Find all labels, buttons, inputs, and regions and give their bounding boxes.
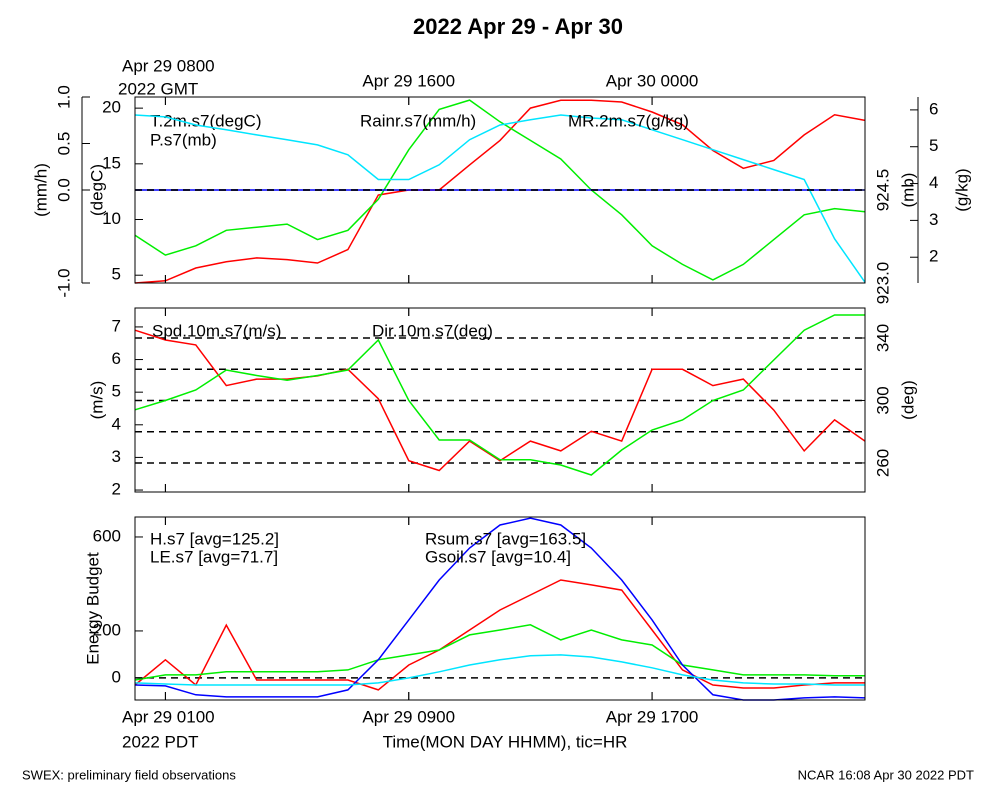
legend-label: Spd.10m.s7(m/s) bbox=[152, 321, 281, 340]
plot-frame bbox=[134, 516, 866, 701]
legend-label: MR.2m.s7(g/kg) bbox=[568, 111, 689, 130]
x-tick-label: Apr 29 0100 bbox=[122, 707, 215, 726]
x-tick-label: Apr 29 1600 bbox=[362, 71, 455, 90]
x-axis-note: 2022 PDT bbox=[122, 732, 199, 751]
y-tick-label: 923.0 bbox=[873, 262, 892, 305]
y-tick-label: 6 bbox=[112, 349, 121, 368]
y-tick-label: 10 bbox=[102, 209, 121, 228]
series-line bbox=[134, 99, 866, 284]
y-tick-label: 5 bbox=[112, 265, 121, 284]
x-tick-label: Apr 29 1700 bbox=[606, 707, 699, 726]
y-tick-label: 0.0 bbox=[54, 178, 73, 202]
y-tick-label: 0 bbox=[112, 667, 121, 686]
y-tick-label: 5 bbox=[929, 136, 938, 155]
y-tick-label: 300 bbox=[873, 386, 892, 414]
y-axis-title: Energy Budget bbox=[83, 552, 102, 665]
y-tick-label: 20 bbox=[102, 98, 121, 117]
legend-label: LE.s7 [avg=71.7] bbox=[150, 547, 278, 566]
y-tick-label: 3 bbox=[929, 210, 938, 229]
y-tick-label: 6 bbox=[929, 99, 938, 118]
series-line bbox=[134, 329, 866, 472]
y-axis-title: (mm/h) bbox=[31, 163, 50, 217]
y-axis-title: (g/kg) bbox=[952, 168, 971, 211]
y-axis-title: (mb) bbox=[898, 173, 917, 208]
footer-right: NCAR 16:08 Apr 30 2022 PDT bbox=[798, 767, 974, 782]
series-line bbox=[134, 579, 865, 691]
x-tick-label: Apr 29 0900 bbox=[362, 707, 455, 726]
legend-label: T.2m.s7(degC) bbox=[150, 111, 261, 130]
legend-label: Rsum.s7 [avg=163.5] bbox=[425, 529, 586, 548]
y-tick-label: 4 bbox=[112, 414, 121, 433]
legend-label: H.s7 [avg=125.2] bbox=[150, 529, 279, 548]
x-axis-title: Time(MON DAY HHMM), tic=HR bbox=[383, 732, 628, 751]
series-line bbox=[134, 654, 865, 686]
y-tick-label: 3 bbox=[112, 447, 121, 466]
y-tick-label: 7 bbox=[112, 316, 121, 335]
y-tick-label: 600 bbox=[93, 526, 121, 545]
y-tick-label: 924.5 bbox=[873, 169, 892, 212]
y-tick-label: 340 bbox=[873, 324, 892, 352]
x-tick-label: Apr 29 0800 bbox=[122, 56, 215, 75]
y-tick-label: 200 bbox=[93, 620, 121, 639]
y-tick-label: 5 bbox=[112, 382, 121, 401]
y-tick-label: 1.0 bbox=[54, 85, 73, 109]
y-axis-title: (degC) bbox=[87, 164, 106, 216]
footer-left: SWEX: preliminary field observations bbox=[22, 767, 236, 782]
y-tick-label: 15 bbox=[102, 153, 121, 172]
series-line bbox=[134, 624, 865, 681]
series-line bbox=[134, 99, 866, 281]
y-tick-label: 4 bbox=[929, 173, 938, 192]
x-tick-label: Apr 30 0000 bbox=[606, 71, 699, 90]
y-tick-label: 0.5 bbox=[54, 132, 73, 156]
legend-label: Gsoil.s7 [avg=10.4] bbox=[425, 547, 571, 566]
y-tick-label: 2 bbox=[112, 480, 121, 499]
legend-label: Dir.10m.s7(deg) bbox=[372, 321, 493, 340]
series-line bbox=[134, 314, 865, 476]
y-tick-label: 260 bbox=[873, 449, 892, 477]
x-axis-note: 2022 GMT bbox=[118, 79, 198, 98]
page-title: 2022 Apr 29 - Apr 30 bbox=[413, 14, 623, 39]
legend-label: Rainr.s7(mm/h) bbox=[360, 111, 476, 130]
legend-label: P.s7(mb) bbox=[150, 130, 217, 149]
y-axis-title: (deg) bbox=[898, 380, 917, 420]
y-tick-label: 2 bbox=[929, 247, 938, 266]
y-axis-title: (m/s) bbox=[87, 381, 106, 420]
series-line bbox=[134, 114, 866, 283]
y-tick-label: -1.0 bbox=[54, 268, 73, 297]
